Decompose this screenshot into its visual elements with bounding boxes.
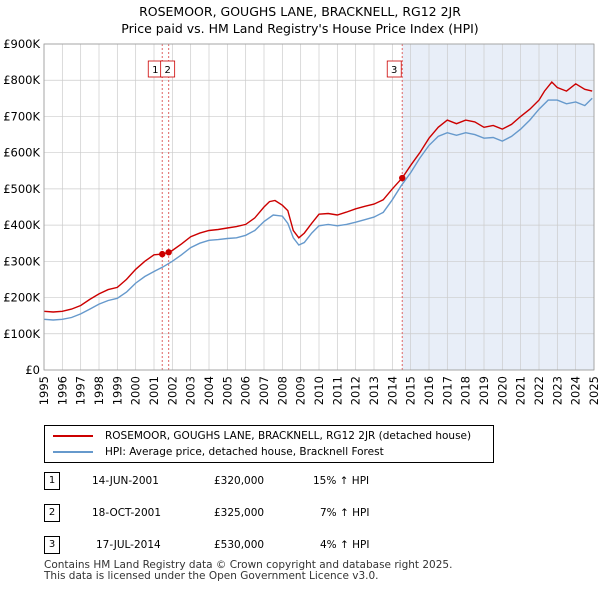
x-tick-label: 2022 [532, 376, 546, 405]
sale-hpi-diff: 7% ↑ HPI [320, 507, 370, 519]
y-tick-label: £200K [3, 291, 40, 305]
sale-label-group: 1 [147, 60, 163, 78]
x-tick-label: 2002 [165, 376, 179, 405]
table-row: 2 18-OCT-2001 £325,000 7% ↑ HPI [0, 504, 600, 524]
sale-label-box [160, 60, 176, 78]
x-tick-label: 1995 [37, 376, 51, 405]
x-tick-label: 2024 [569, 376, 583, 405]
x-tick-label: 2012 [349, 376, 363, 405]
x-tick-label: 2020 [495, 376, 509, 405]
sale-label-box [386, 60, 402, 78]
table-row: 3 17-JUL-2014 £530,000 4% ↑ HPI [0, 536, 600, 556]
legend-swatch-property [53, 435, 93, 437]
y-axis-labels: £0 £100K £200K £300K £400K £500K £600K £700K £80… [3, 37, 40, 377]
post-sale-shade [402, 44, 594, 370]
x-tick-label: 2000 [129, 376, 143, 405]
x-tick-label: 2008 [275, 376, 289, 405]
x-tick-label: 2003 [184, 376, 198, 405]
x-tick-label: 2015 [404, 376, 418, 405]
sale-hpi-diff: 4% ↑ HPI [320, 539, 370, 551]
x-tick-label: 2019 [477, 376, 491, 405]
sale-number-box: 1 [44, 472, 60, 490]
x-tick-label: 2013 [367, 376, 381, 405]
hpi-series-line [43, 97, 593, 321]
x-tick-label: 2023 [550, 376, 564, 405]
sale-label-text: 3 [391, 65, 397, 76]
x-tick-label: 2011 [330, 376, 344, 405]
sale-point-markers [159, 174, 406, 258]
chart-subtitle: Price paid vs. HM Land Registry's House … [121, 21, 479, 36]
x-tick-label: 2009 [294, 376, 308, 405]
sale-price: £325,000 [214, 507, 265, 519]
x-tick-label: 2006 [239, 376, 253, 405]
sale-price: £530,000 [214, 539, 265, 551]
sale-label-text: 1 [152, 65, 158, 76]
x-tick-label: 2016 [422, 376, 436, 405]
y-tick-label: £700K [3, 109, 40, 123]
x-axis-labels: 1995 1996 1997 1998 1999 2000 2001 2002 2003 2004… [37, 376, 600, 405]
sale-number-box: 3 [44, 536, 60, 554]
chart-title: ROSEMOOR, GOUGHS LANE, BRACKNELL, RG12 2… [139, 4, 461, 19]
sale-point [399, 174, 406, 182]
sale-date: 14-JUN-2001 [92, 475, 159, 487]
y-tick-label: £600K [3, 146, 40, 160]
sale-date: 18-OCT-2001 [92, 507, 161, 519]
chart-legend: ROSEMOOR, GOUGHS LANE, BRACKNELL, RG12 2… [44, 425, 494, 463]
legend-label-hpi: HPI: Average price, detached house, Brac… [105, 446, 384, 458]
x-tick-label: 2005 [220, 376, 234, 405]
sale-number-box: 2 [44, 504, 60, 522]
property-series-line [43, 80, 593, 313]
y-tick-label: £500K [3, 182, 40, 196]
y-tick-label: £0 [25, 363, 40, 377]
footer-line-1: Contains HM Land Registry data © Crown c… [44, 559, 453, 571]
sale-label-group: 3 [386, 60, 402, 78]
footer-attribution: Contains HM Land Registry data © Crown c… [44, 560, 452, 582]
footer-line-2: This data is licensed under the Open Gov… [44, 570, 379, 582]
x-tick-label: 2018 [459, 376, 473, 405]
sale-label-text: 2 [164, 65, 170, 76]
sale-label-group: 2 [160, 60, 176, 78]
table-row: 1 14-JUN-2001 £320,000 15% ↑ HPI [0, 472, 600, 492]
sale-point [159, 250, 166, 258]
sale-hpi-diff: 15% ↑ HPI [313, 475, 370, 487]
x-tick-label: 1997 [74, 376, 88, 405]
x-tick-label: 1998 [92, 376, 106, 405]
price-chart: £0 £100K £200K £300K £400K £500K £600K £700K £80… [3, 37, 600, 405]
x-tick-label: 1996 [55, 376, 69, 405]
x-tick-label: 2004 [202, 376, 216, 405]
x-tick-label: 2021 [514, 376, 528, 405]
legend-swatch-hpi [53, 451, 93, 453]
x-tick-label: 2001 [147, 376, 161, 405]
sale-date: 17-JUL-2014 [96, 539, 161, 551]
legend-label-property: ROSEMOOR, GOUGHS LANE, BRACKNELL, RG12 2… [105, 430, 472, 442]
x-tick-label: 1999 [110, 376, 124, 405]
y-tick-label: £800K [3, 73, 40, 87]
sale-price: £320,000 [214, 475, 265, 487]
sale-point [165, 249, 172, 256]
legend-item-property: ROSEMOOR, GOUGHS LANE, BRACKNELL, RG12 2… [53, 429, 471, 443]
x-tick-label: 2010 [312, 376, 326, 405]
x-tick-label: 2025 [587, 376, 600, 405]
y-tick-label: £300K [3, 254, 40, 268]
plot-border [43, 43, 595, 371]
x-tick-label: 2017 [440, 376, 454, 405]
y-tick-label: £100K [3, 327, 40, 341]
x-tick-label: 2007 [257, 376, 271, 405]
x-tick-label: 2014 [385, 376, 399, 405]
y-tick-label: £900K [3, 37, 40, 51]
y-tick-label: £400K [3, 218, 40, 232]
legend-item-hpi: HPI: Average price, detached house, Brac… [53, 445, 384, 459]
